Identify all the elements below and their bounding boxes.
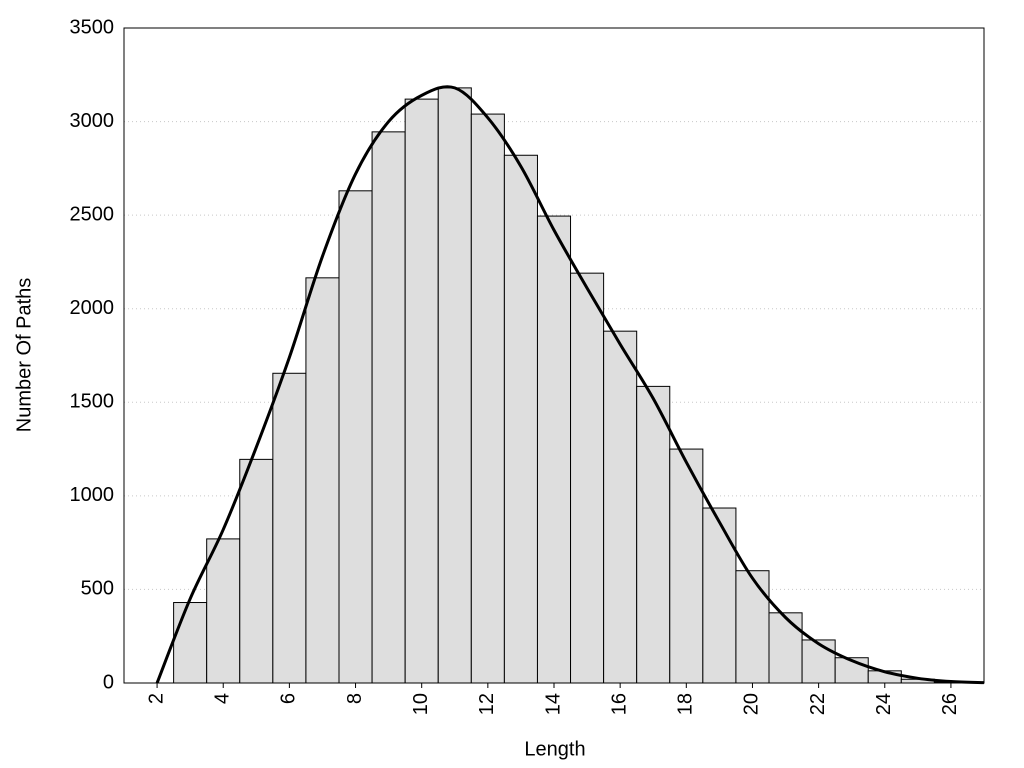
bar	[536, 215, 572, 684]
bar	[206, 538, 241, 684]
x-tick-label: 14	[542, 693, 564, 715]
x-tick-label: 6	[278, 693, 300, 704]
bar	[305, 277, 340, 684]
bar	[702, 507, 737, 684]
bar	[272, 372, 307, 684]
x-tick-label: 20	[741, 693, 763, 715]
x-axis-label: Length	[524, 738, 585, 760]
bar	[239, 458, 274, 684]
x-tick-label: 26	[939, 693, 961, 715]
x-tick-label: 16	[608, 693, 630, 715]
y-tick-label: 1500	[70, 391, 115, 413]
y-tick-label: 3500	[70, 16, 115, 38]
bar	[735, 570, 770, 684]
x-tick-label: 18	[675, 693, 697, 715]
bar	[437, 87, 472, 684]
x-tick-label: 12	[476, 693, 498, 715]
x-tick-label: 22	[807, 693, 829, 715]
y-tick-label: 500	[81, 578, 114, 600]
density-curve	[155, 85, 985, 685]
y-tick-label: 0	[103, 671, 114, 693]
bar	[371, 131, 406, 684]
bar	[470, 113, 505, 684]
bar	[338, 190, 373, 684]
bar	[603, 330, 638, 684]
y-tick-label: 2000	[70, 297, 115, 319]
bar	[570, 272, 605, 684]
bar	[669, 448, 704, 684]
bar	[636, 385, 671, 684]
bar	[503, 154, 538, 684]
x-tick-label: 24	[873, 693, 895, 715]
bar	[404, 98, 439, 684]
y-tick-label: 2500	[70, 203, 115, 225]
bar	[801, 639, 836, 684]
x-tick-label: 8	[344, 693, 366, 704]
bar	[173, 602, 208, 684]
x-tick-label: 4	[212, 693, 234, 704]
x-tick-label: 10	[410, 693, 432, 715]
y-tick-label: 3000	[70, 110, 115, 132]
y-axis-label: Number Of Paths	[13, 278, 35, 433]
x-tick-label: 2	[145, 693, 167, 704]
plot-frame	[123, 27, 985, 684]
bar	[768, 612, 803, 684]
y-tick-label: 1000	[70, 484, 115, 506]
